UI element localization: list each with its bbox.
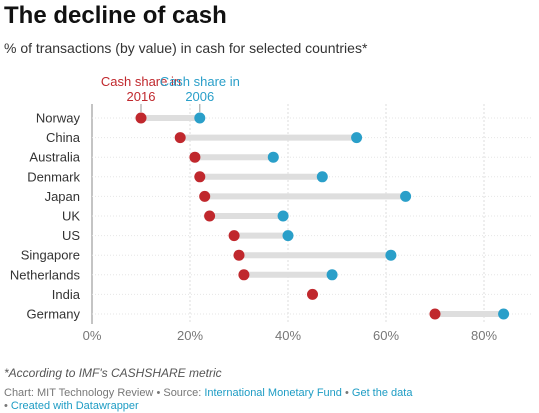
dot-2016 <box>174 132 186 144</box>
x-tick-label: 20% <box>177 328 203 343</box>
category-label: China <box>46 130 81 145</box>
footer-separator: • <box>4 400 11 412</box>
dot-2016 <box>135 112 147 124</box>
footer-separator: • <box>341 387 352 399</box>
get-data-link[interactable]: Get the data <box>351 387 413 399</box>
footnote: *According to IMF's CASHSHARE metric <box>4 366 222 380</box>
dot-2006 <box>194 112 206 124</box>
series-label-line1: Cash share in <box>101 74 181 89</box>
dot-2006 <box>326 269 338 281</box>
dot-range-chart: 0% 20% 40% 60% 80% Norway China Australia Denmar… <box>10 74 533 343</box>
dot-2016 <box>233 249 245 261</box>
x-tick-label: 40% <box>275 328 301 343</box>
datawrapper-link[interactable]: Created with Datawrapper <box>10 400 139 412</box>
dot-2016 <box>228 230 240 242</box>
category-label: Australia <box>29 150 80 165</box>
category-label: Germany <box>27 307 81 322</box>
dot-2006 <box>351 132 363 144</box>
x-tick-label: 0% <box>83 328 102 343</box>
dot-2006 <box>400 190 412 202</box>
chart-subtitle: % of transactions (by value) in cash for… <box>4 40 368 56</box>
category-label: Denmark <box>27 169 80 184</box>
dot-2016 <box>429 308 441 320</box>
category-label: Netherlands <box>10 267 81 282</box>
chart-credit: Chart: MIT Technology Review <box>4 387 154 399</box>
x-tick-label: 80% <box>471 328 497 343</box>
series-label-line1: Cash share in <box>160 74 240 89</box>
dot-2016 <box>204 210 216 222</box>
series-label-line2: 2006 <box>185 89 214 104</box>
dot-2016 <box>238 269 250 281</box>
category-label: Singapore <box>21 248 80 263</box>
dot-2016 <box>199 190 211 202</box>
chart-footer: Chart: MIT Technology Review • Source: I… <box>4 387 534 413</box>
source-link[interactable]: International Monetary Fund <box>204 387 342 399</box>
dot-2006 <box>498 308 510 320</box>
category-label: US <box>62 228 80 243</box>
dot-2016 <box>189 151 201 163</box>
dot-2006 <box>267 151 279 163</box>
dot-2016 <box>307 288 318 300</box>
category-label: UK <box>62 209 80 224</box>
dot-2006 <box>277 210 289 222</box>
footer-separator: • Source: <box>153 387 205 399</box>
dot-2006 <box>316 171 328 183</box>
dot-2006 <box>385 249 397 261</box>
category-label: Norway <box>36 111 81 126</box>
category-label: Japan <box>45 189 80 204</box>
series-label-line2: 2016 <box>127 89 156 104</box>
category-label: India <box>52 287 81 302</box>
dot-2016 <box>194 171 206 183</box>
chart-title: The decline of cash <box>4 2 227 29</box>
x-tick-label: 60% <box>373 328 399 343</box>
dot-2006 <box>282 230 294 242</box>
